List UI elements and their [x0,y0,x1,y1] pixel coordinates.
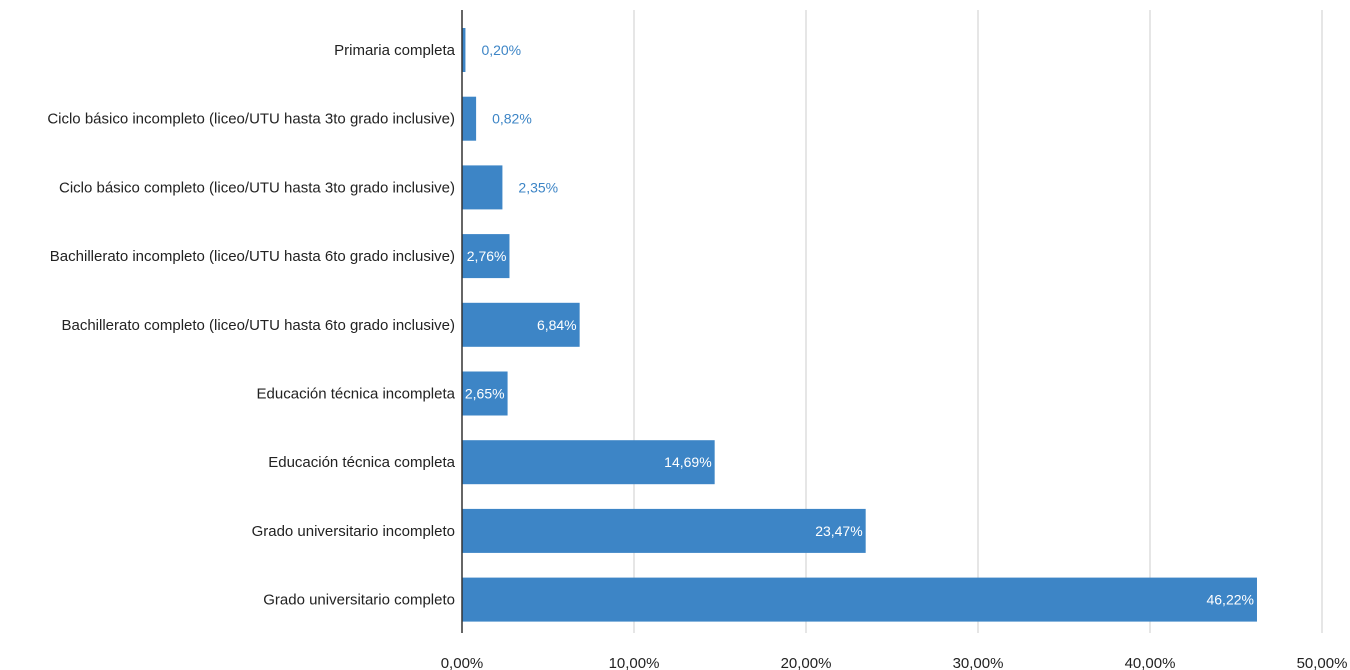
category-label-2: Ciclo básico completo (liceo/UTU hasta 3… [59,179,455,196]
bar-2 [462,165,503,210]
category-label-6: Educación técnica completa [268,454,455,471]
data-label-4: 6,84% [537,317,577,333]
category-label-0: Primaria completa [334,42,456,59]
data-label-5: 2,65% [465,386,505,402]
data-label-0: 0,20% [481,42,521,58]
x-tick-label-0: 0,00% [441,655,484,670]
data-label-8: 46,22% [1206,592,1253,608]
data-label-3: 2,76% [467,248,507,264]
category-label-8: Grado universitario completo [263,592,455,609]
bar-7 [462,508,866,553]
data-label-1: 0,82% [492,111,532,127]
x-tick-label-3: 30,00% [953,655,1004,670]
bar-0 [462,28,466,72]
x-tick-label-2: 20,00% [781,655,832,670]
x-tick-label-1: 10,00% [609,655,660,670]
data-label-7: 23,47% [815,523,862,539]
data-label-2: 2,35% [518,179,558,195]
category-label-4: Bachillerato completo (liceo/UTU hasta 6… [61,317,455,334]
category-label-1: Ciclo básico incompleto (liceo/UTU hasta… [47,111,455,128]
labels: 0,00% 10,00% 20,00% 30,00% 40,00% 50,00% Prima… [47,42,1347,670]
bar-6 [462,440,715,485]
bar-8 [462,577,1257,622]
category-label-7: Grado universitario incompleto [252,523,455,540]
bar-5 [462,371,508,416]
bar-3 [462,234,510,279]
bar-4 [462,302,580,347]
category-label-5: Educación técnica incompleta [257,386,456,403]
data-label-6: 14,69% [664,454,711,470]
x-tick-label-5: 50,00% [1297,655,1348,670]
category-label-3: Bachillerato incompleto (liceo/UTU hasta… [50,248,455,265]
x-tick-label-4: 40,00% [1125,655,1176,670]
bars [462,28,1257,622]
bar-1 [462,96,477,141]
